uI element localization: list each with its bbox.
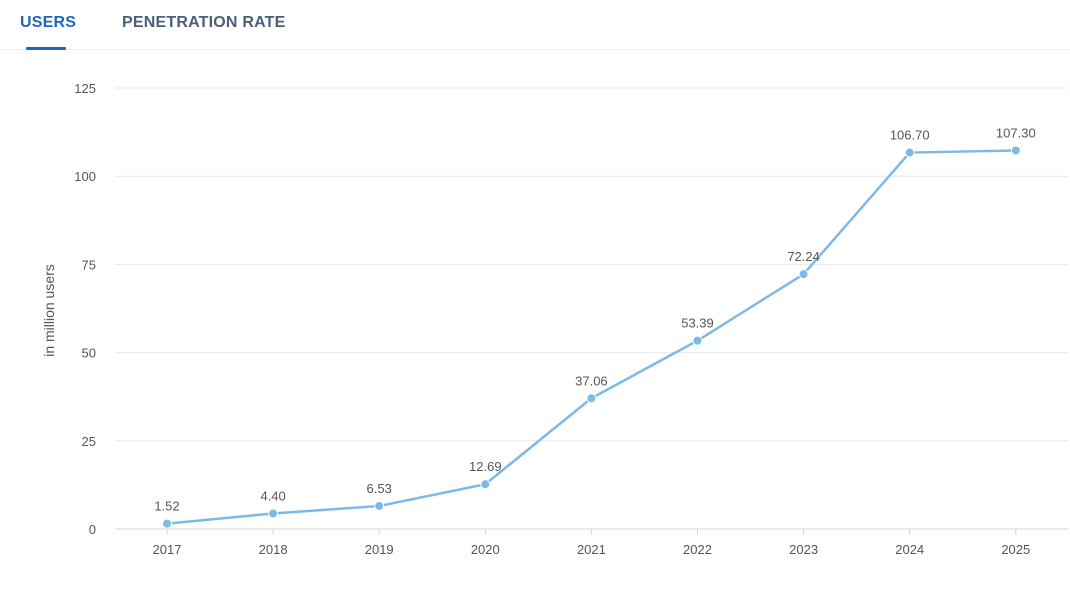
x-tick-label: 2018 bbox=[259, 542, 288, 557]
y-tick-label: 50 bbox=[82, 346, 96, 361]
y-axis-title: in million users bbox=[41, 264, 57, 357]
data-point bbox=[268, 508, 279, 519]
data-label: 72.24 bbox=[787, 249, 820, 264]
x-tick-label: 2019 bbox=[365, 542, 394, 557]
x-tick-label: 2024 bbox=[895, 542, 924, 557]
data-label: 107.30 bbox=[996, 125, 1036, 140]
tab-bar: USERS PENETRATION RATE bbox=[0, 0, 1070, 50]
x-tick-label: 2025 bbox=[1001, 542, 1030, 557]
x-tick-label: 2023 bbox=[789, 542, 818, 557]
active-tab-indicator bbox=[26, 47, 66, 50]
data-label: 106.70 bbox=[890, 128, 930, 143]
series-line bbox=[166, 149, 1016, 525]
data-label: 12.69 bbox=[469, 459, 502, 474]
x-tick-label: 2022 bbox=[683, 542, 712, 557]
y-tick-label: 25 bbox=[82, 434, 96, 449]
data-label: 53.39 bbox=[681, 316, 714, 331]
data-label: 37.06 bbox=[575, 373, 608, 388]
data-point bbox=[904, 147, 915, 158]
data-point bbox=[798, 269, 809, 280]
tab-users[interactable]: USERS bbox=[20, 14, 77, 31]
data-point bbox=[162, 518, 172, 529]
data-point bbox=[692, 335, 703, 346]
x-tick-label: 2017 bbox=[153, 542, 182, 557]
data-label: 4.40 bbox=[260, 488, 285, 503]
y-tick-label: 125 bbox=[74, 81, 96, 96]
data-point bbox=[480, 479, 491, 490]
data-point bbox=[586, 393, 597, 404]
y-tick-label: 100 bbox=[74, 169, 96, 184]
data-label: 6.53 bbox=[367, 481, 392, 496]
y-tick-label: 0 bbox=[89, 522, 96, 537]
data-label: 1.52 bbox=[154, 499, 179, 514]
data-point bbox=[1010, 145, 1021, 156]
tab-penetration-rate[interactable]: PENETRATION RATE bbox=[122, 14, 286, 31]
data-point bbox=[374, 500, 385, 511]
y-tick-label: 75 bbox=[82, 257, 96, 272]
x-tick-label: 2021 bbox=[577, 542, 606, 557]
x-tick-label: 2020 bbox=[471, 542, 500, 557]
